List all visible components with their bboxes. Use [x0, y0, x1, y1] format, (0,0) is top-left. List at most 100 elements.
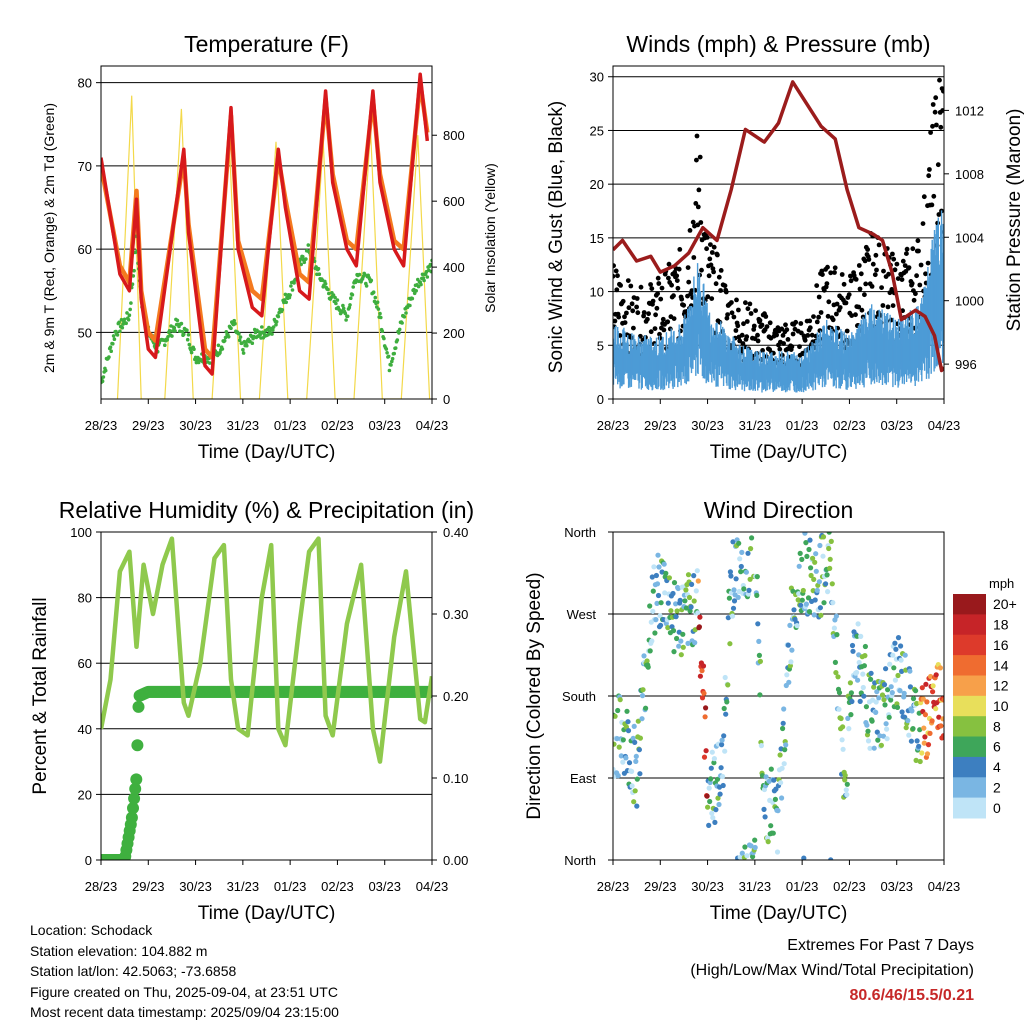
x-tick-label: 30/23: [691, 879, 724, 894]
precip-point: [128, 792, 141, 805]
direction-point: [914, 700, 920, 707]
direction-point: [890, 652, 896, 658]
direction-point: [862, 653, 868, 659]
gust-point: [649, 286, 655, 291]
direction-point: [701, 690, 707, 696]
gust-point: [824, 281, 830, 286]
direction-point: [713, 807, 719, 813]
y-axis-tick-label: 80: [78, 76, 92, 91]
gust-point: [917, 282, 923, 288]
y-axis-tick-label: 60: [78, 242, 92, 257]
direction-point: [784, 672, 790, 678]
dewpoint-point: [364, 284, 369, 288]
direction-point: [887, 661, 893, 667]
gust-point: [753, 308, 758, 313]
direction-point: [794, 623, 800, 629]
gust-point: [648, 329, 654, 335]
direction-point: [778, 780, 784, 786]
gust-point: [722, 283, 728, 289]
direction-point: [697, 614, 703, 620]
colorbar-swatch: [953, 777, 986, 799]
y2-axis-tick-label: 996: [955, 357, 977, 372]
direction-point: [940, 716, 944, 722]
gust-point: [613, 263, 616, 269]
direction-point: [737, 854, 743, 860]
x-tick-label: 28/23: [85, 418, 118, 433]
gust-point: [930, 123, 935, 129]
dewpoint-point: [290, 288, 295, 292]
direction-point: [889, 690, 895, 696]
gust-point: [624, 310, 629, 316]
gust-point: [638, 284, 644, 290]
gust-point: [858, 271, 864, 277]
gust-point: [653, 312, 658, 318]
direction-point: [649, 638, 655, 644]
dewpoint-point: [185, 328, 189, 333]
direction-point: [811, 576, 817, 583]
direction-point: [895, 672, 901, 679]
gust-point: [731, 314, 737, 320]
gust-point: [904, 246, 910, 252]
x-tick-label: 29/23: [644, 418, 677, 433]
dewpoint-point: [274, 320, 279, 324]
gust-point: [616, 314, 622, 320]
dewpoint-point: [386, 354, 391, 359]
dewpoint-point: [241, 347, 245, 352]
x-tick-label: 04/23: [928, 418, 961, 433]
direction-point: [917, 758, 923, 765]
gust-point: [669, 282, 674, 288]
dewpoint-point: [216, 343, 221, 348]
colorbar-swatch: [953, 756, 986, 778]
gust-point: [736, 307, 741, 313]
direction-point: [725, 682, 731, 688]
dewpoint-point: [333, 295, 337, 300]
dewpoint-point: [397, 327, 402, 332]
gust-point: [891, 256, 897, 262]
gust-point: [789, 344, 795, 350]
direction-point: [891, 665, 897, 671]
dewpoint-point: [189, 350, 194, 355]
gust-point: [865, 247, 870, 252]
direction-point: [754, 592, 760, 599]
dewpoint-point: [327, 291, 331, 296]
direction-point: [729, 613, 736, 619]
chart-title: Temperature (F): [184, 31, 349, 57]
direction-point: [755, 621, 761, 627]
gust-point: [641, 310, 647, 315]
direction-point: [758, 743, 765, 749]
gust-point: [848, 273, 853, 279]
gust-point: [744, 319, 750, 324]
gust-point: [713, 281, 719, 287]
gust-point: [785, 337, 791, 342]
gust-point: [913, 291, 918, 297]
gust-point: [885, 304, 891, 310]
direction-point: [708, 765, 714, 771]
dewpoint-point: [208, 361, 212, 365]
direction-point: [805, 595, 812, 601]
dewpoint-point: [224, 330, 229, 334]
direction-point: [673, 614, 679, 620]
gust-point: [729, 310, 735, 316]
gust-point: [693, 201, 699, 206]
gust-point: [816, 314, 821, 320]
dewpoint-point: [284, 300, 289, 305]
gust-point: [711, 244, 717, 250]
x-tick-label: 31/23: [227, 879, 260, 894]
gust-point: [718, 268, 724, 273]
dewpoint-point: [349, 296, 353, 301]
temperature-panel: Temperature (F) Time (Day/UTC) 28/23 29/23 3…: [41, 31, 498, 463]
gust-point: [814, 319, 820, 325]
direction-point: [715, 795, 721, 801]
gust-point: [934, 122, 939, 128]
colorbar-label: 8: [993, 718, 1001, 734]
direction-point: [748, 843, 754, 849]
direction-point: [733, 576, 739, 582]
direction-point: [787, 663, 794, 669]
dewpoint-point: [375, 300, 380, 305]
gust-point: [737, 338, 743, 344]
direction-point: [722, 748, 728, 754]
direction-point: [613, 713, 618, 719]
direction-point: [650, 608, 656, 615]
direction-point: [797, 550, 803, 557]
gust-point: [704, 235, 710, 240]
